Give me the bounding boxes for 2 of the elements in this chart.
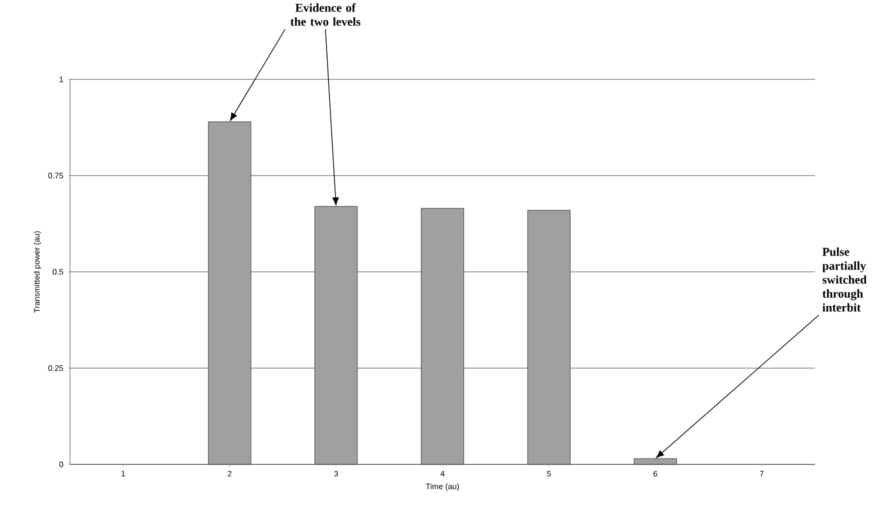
- annotation: Pulse partially switched through interbit: [822, 247, 867, 312]
- annotation: Evidence of the two levels: [290, 3, 360, 26]
